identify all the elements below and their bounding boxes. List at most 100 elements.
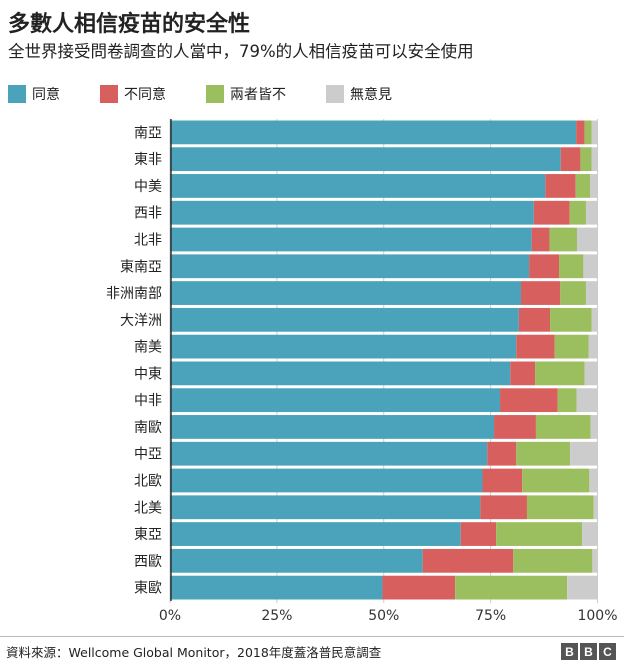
bar-segment [591, 307, 598, 332]
y-category-label: 南美 [134, 340, 162, 356]
bar-segment [567, 575, 598, 600]
bar-segment [576, 120, 585, 145]
legend-swatch [100, 85, 118, 103]
bbc-logo-letter: B [580, 643, 597, 660]
source-note: 資料來源：Wellcome Global Monitor，2018年度蓋洛普民意… [6, 645, 382, 660]
y-category-label: 東非 [134, 152, 162, 168]
legend: 同意 不同意 兩者皆不 無意見 [8, 84, 432, 104]
bar-segment [554, 334, 589, 359]
bar-segment [585, 200, 598, 225]
bar-segment [170, 334, 517, 359]
bar-segment [569, 200, 586, 225]
bar-segment [593, 495, 598, 520]
bar-segment [170, 147, 561, 172]
bar-segment [513, 548, 593, 573]
bar-segment [559, 254, 584, 279]
bar-segment [590, 415, 598, 439]
bar-segment [500, 388, 558, 413]
bar-segment [557, 388, 577, 413]
bar-segment [170, 120, 577, 145]
bar-segment [170, 307, 519, 332]
bar-segment [549, 227, 577, 252]
footer-divider [0, 636, 624, 637]
bar-segment [533, 200, 570, 225]
bar-segment [591, 147, 598, 172]
bar-segment [170, 227, 532, 252]
bar-segment [487, 441, 517, 466]
bar-segment [591, 120, 598, 145]
bar-segment [570, 441, 598, 466]
bar-segment [480, 495, 527, 520]
bar-segment [576, 388, 598, 413]
legend-swatch [326, 85, 344, 103]
legend-item: 無意見 [326, 84, 392, 104]
y-category-label: 北非 [134, 233, 162, 249]
bar-segment [494, 415, 536, 439]
y-category-label: 東南亞 [120, 259, 162, 275]
legend-label: 無意見 [350, 87, 392, 103]
bar-segment [460, 522, 497, 546]
y-category-label: 東亞 [134, 527, 162, 543]
bar-segment [582, 522, 598, 546]
bar-segment [590, 174, 598, 198]
bar-segment [529, 254, 560, 279]
bar-segment [170, 361, 511, 386]
bar-segment [170, 495, 481, 520]
y-category-label: 中東 [134, 366, 162, 382]
legend-item: 不同意 [100, 84, 166, 104]
bar-segment [584, 361, 598, 386]
y-category-label: 南亞 [134, 125, 162, 141]
bbc-logo-letter: B [561, 643, 578, 660]
y-category-label: 東歐 [134, 581, 162, 597]
bar-segment [560, 147, 581, 172]
bar-segment [583, 254, 598, 279]
bar-segment [170, 388, 501, 413]
stacked-bar-chart: 0% 25% 50% 75% 100% 南亞東非中美西非北非東南亞非洲南部大洋洲南美中東中… [106, 119, 618, 624]
bar-segment [170, 441, 488, 466]
bar-segment [510, 361, 536, 386]
bbc-logo-letter: C [599, 643, 616, 660]
legend-swatch [8, 85, 26, 103]
y-category-label: 北美 [134, 500, 162, 516]
bar-segment [592, 548, 598, 573]
bar-segment [531, 227, 550, 252]
x-tick-label: 25% [261, 608, 292, 624]
bar-segment [560, 281, 586, 305]
y-category-label: 中亞 [134, 447, 162, 463]
x-tick-label: 50% [368, 608, 399, 624]
bar-segment [170, 522, 461, 546]
bar-segment [588, 334, 598, 359]
legend-item: 同意 [8, 84, 60, 104]
chart-title: 多數人相信疫苗的安全性 [8, 12, 251, 37]
legend-label: 兩者皆不 [230, 87, 286, 103]
bar-segment [535, 415, 591, 439]
bar-segment [522, 468, 590, 493]
x-tick-label: 75% [475, 608, 506, 624]
x-tick-label: 100% [577, 608, 617, 624]
bar-segment [170, 174, 546, 198]
y-category-label: 大洋洲 [120, 313, 162, 329]
bar-segment [526, 495, 594, 520]
legend-label: 不同意 [124, 87, 166, 103]
y-category-label: 南歐 [134, 420, 162, 436]
y-category-label: 西非 [134, 206, 162, 222]
bar-segment [580, 147, 592, 172]
bar-segment [170, 548, 423, 573]
bar-segment [585, 281, 598, 305]
bar-segment [382, 575, 456, 600]
y-category-label: 西歐 [134, 554, 162, 570]
bar-segment [520, 281, 561, 305]
bar-segment [516, 334, 555, 359]
x-tick-label: 0% [159, 608, 181, 624]
bar-segment [518, 307, 551, 332]
bar-segment [482, 468, 523, 493]
bar-segment [170, 415, 495, 439]
y-category-label: 中美 [134, 179, 162, 195]
bar-segment [589, 468, 598, 493]
bar-segment [170, 468, 483, 493]
bar-segment [170, 200, 534, 225]
bbc-logo: B B C [561, 643, 616, 660]
bar-segment [575, 174, 591, 198]
y-category-label: 中非 [134, 393, 162, 409]
bar-segment [170, 281, 521, 305]
